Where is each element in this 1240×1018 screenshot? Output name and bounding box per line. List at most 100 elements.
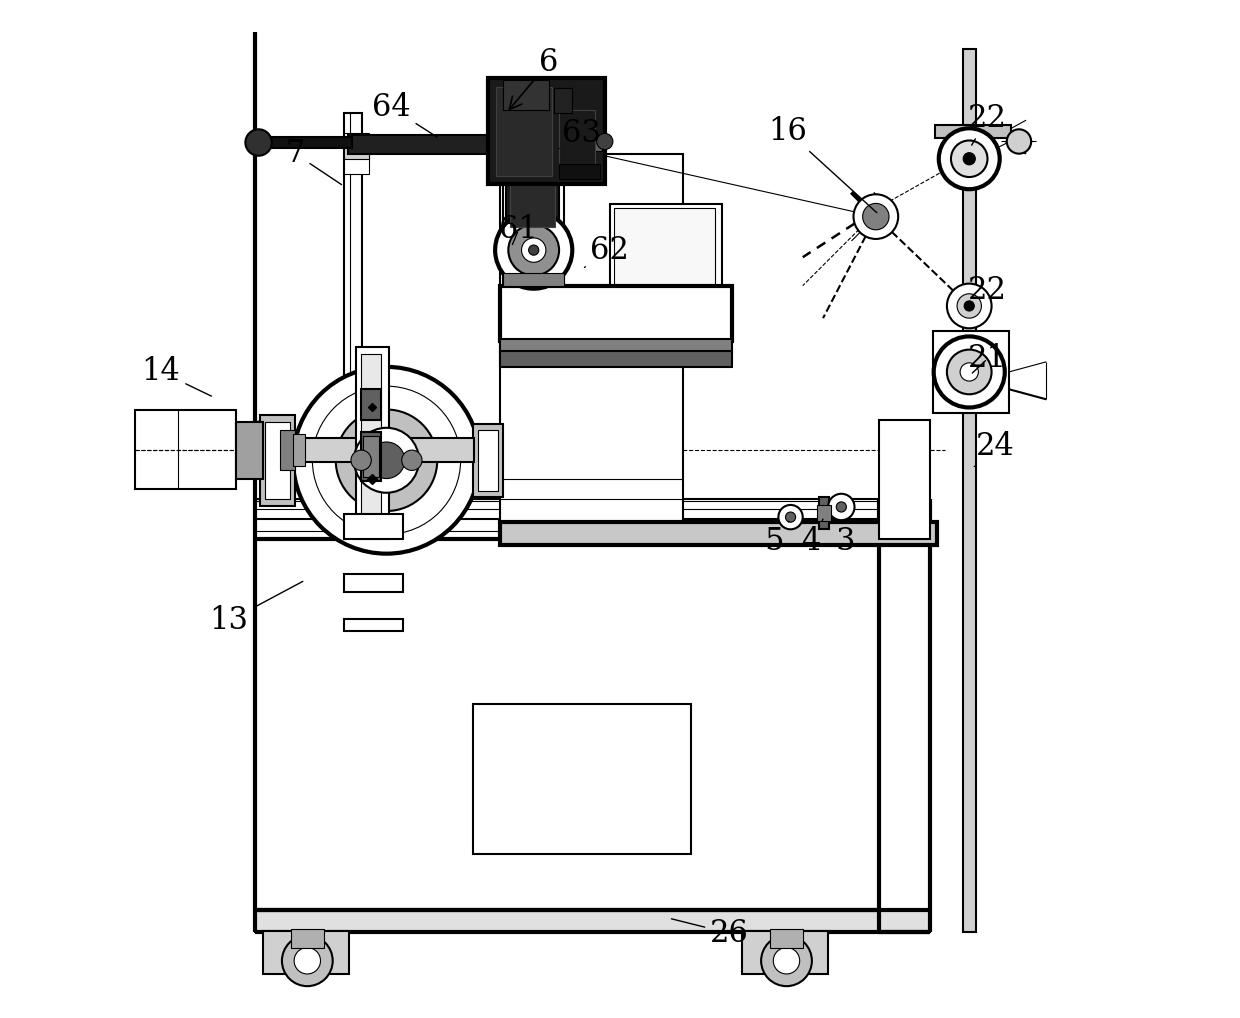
Bar [500,286,732,341]
Bar [503,162,564,174]
Circle shape [828,494,854,520]
Text: 22: 22 [968,103,1007,146]
Bar [559,110,595,166]
Bar [582,140,601,151]
Circle shape [853,194,898,239]
Bar [263,137,352,148]
Bar [343,574,403,592]
Bar [135,409,237,489]
Bar [500,154,683,540]
Bar [503,164,564,286]
Text: 6: 6 [510,47,559,110]
Bar [254,910,930,932]
Circle shape [294,948,320,974]
Text: 26: 26 [671,918,749,949]
Bar [343,147,370,159]
Bar [770,929,802,948]
Text: 4: 4 [801,519,823,557]
Bar [500,350,732,366]
Circle shape [934,336,1004,407]
Circle shape [351,450,371,470]
Circle shape [596,133,613,150]
Bar [477,430,498,491]
Circle shape [957,294,981,319]
Bar [254,540,930,910]
Text: 62: 62 [584,234,629,268]
Circle shape [508,225,559,276]
Bar [506,176,559,232]
Text: 22: 22 [968,275,1007,310]
Circle shape [1007,129,1032,154]
Text: 21: 21 [968,343,1007,375]
Bar [348,135,508,154]
Bar [963,49,976,932]
Bar [879,419,930,540]
Circle shape [402,450,422,470]
Bar [614,209,715,302]
Bar [496,87,552,176]
Bar [500,522,936,545]
Bar [742,931,828,974]
Bar [280,430,295,470]
Bar [264,421,290,499]
Text: 5: 5 [765,521,789,557]
Circle shape [522,238,546,263]
Bar [293,438,474,462]
Circle shape [947,349,992,394]
Bar [363,436,379,476]
Circle shape [774,948,800,974]
Bar [237,421,263,478]
Bar [361,353,382,534]
Bar [935,125,1011,138]
Bar [472,703,691,854]
Bar [356,346,388,540]
Circle shape [947,284,992,328]
Circle shape [960,362,978,381]
Bar [559,164,600,179]
Circle shape [495,212,573,289]
Circle shape [293,366,480,554]
Bar [511,181,556,227]
Bar [263,931,348,974]
Bar [293,434,305,466]
Bar [932,331,1009,412]
Circle shape [528,245,539,256]
Circle shape [785,512,796,522]
Text: 64: 64 [372,93,436,137]
Bar [343,514,403,540]
Bar [579,86,605,162]
Bar [343,113,362,540]
Bar [343,619,403,631]
Circle shape [312,386,460,534]
Text: 7: 7 [285,138,341,184]
Circle shape [281,936,332,986]
Circle shape [951,140,987,177]
Circle shape [779,505,802,529]
Circle shape [336,409,438,511]
Text: 14: 14 [141,356,211,396]
Circle shape [246,129,272,156]
Bar [500,339,732,351]
Text: 24: 24 [975,431,1016,466]
Circle shape [965,301,975,312]
Bar [472,423,503,497]
Circle shape [863,204,889,230]
Bar [503,274,564,286]
Circle shape [939,128,999,189]
Bar [489,77,605,184]
Circle shape [836,502,847,512]
Bar [554,88,573,113]
Bar [817,505,831,521]
Circle shape [761,936,812,986]
Text: 3: 3 [836,519,856,557]
Circle shape [963,153,976,165]
Bar [254,499,930,540]
Bar [291,929,324,948]
Circle shape [368,442,404,478]
Text: 16: 16 [768,116,877,213]
Text: 13: 13 [210,581,303,636]
Bar [361,389,382,419]
Circle shape [353,428,419,493]
Bar [259,414,295,506]
Bar [818,497,830,529]
